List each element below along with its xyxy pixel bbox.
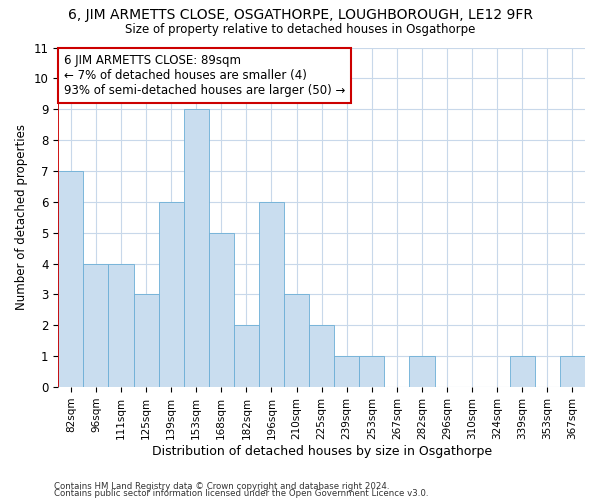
Bar [158,202,184,387]
Y-axis label: Number of detached properties: Number of detached properties [15,124,28,310]
Bar [409,356,434,387]
Bar [184,109,209,387]
Bar [58,171,83,387]
Bar [510,356,535,387]
Bar [234,326,259,387]
Bar [560,356,585,387]
Bar [134,294,158,387]
Text: 6, JIM ARMETTS CLOSE, OSGATHORPE, LOUGHBOROUGH, LE12 9FR: 6, JIM ARMETTS CLOSE, OSGATHORPE, LOUGHB… [67,8,533,22]
Bar [284,294,309,387]
Bar [209,232,234,387]
Bar [259,202,284,387]
Bar [83,264,109,387]
Text: Contains HM Land Registry data © Crown copyright and database right 2024.: Contains HM Land Registry data © Crown c… [54,482,389,491]
Text: Contains public sector information licensed under the Open Government Licence v3: Contains public sector information licen… [54,489,428,498]
X-axis label: Distribution of detached houses by size in Osgathorpe: Distribution of detached houses by size … [152,444,492,458]
Bar [334,356,359,387]
Text: 6 JIM ARMETTS CLOSE: 89sqm
← 7% of detached houses are smaller (4)
93% of semi-d: 6 JIM ARMETTS CLOSE: 89sqm ← 7% of detac… [64,54,345,98]
Bar [109,264,134,387]
Bar [359,356,385,387]
Text: Size of property relative to detached houses in Osgathorpe: Size of property relative to detached ho… [125,22,475,36]
Bar [309,326,334,387]
